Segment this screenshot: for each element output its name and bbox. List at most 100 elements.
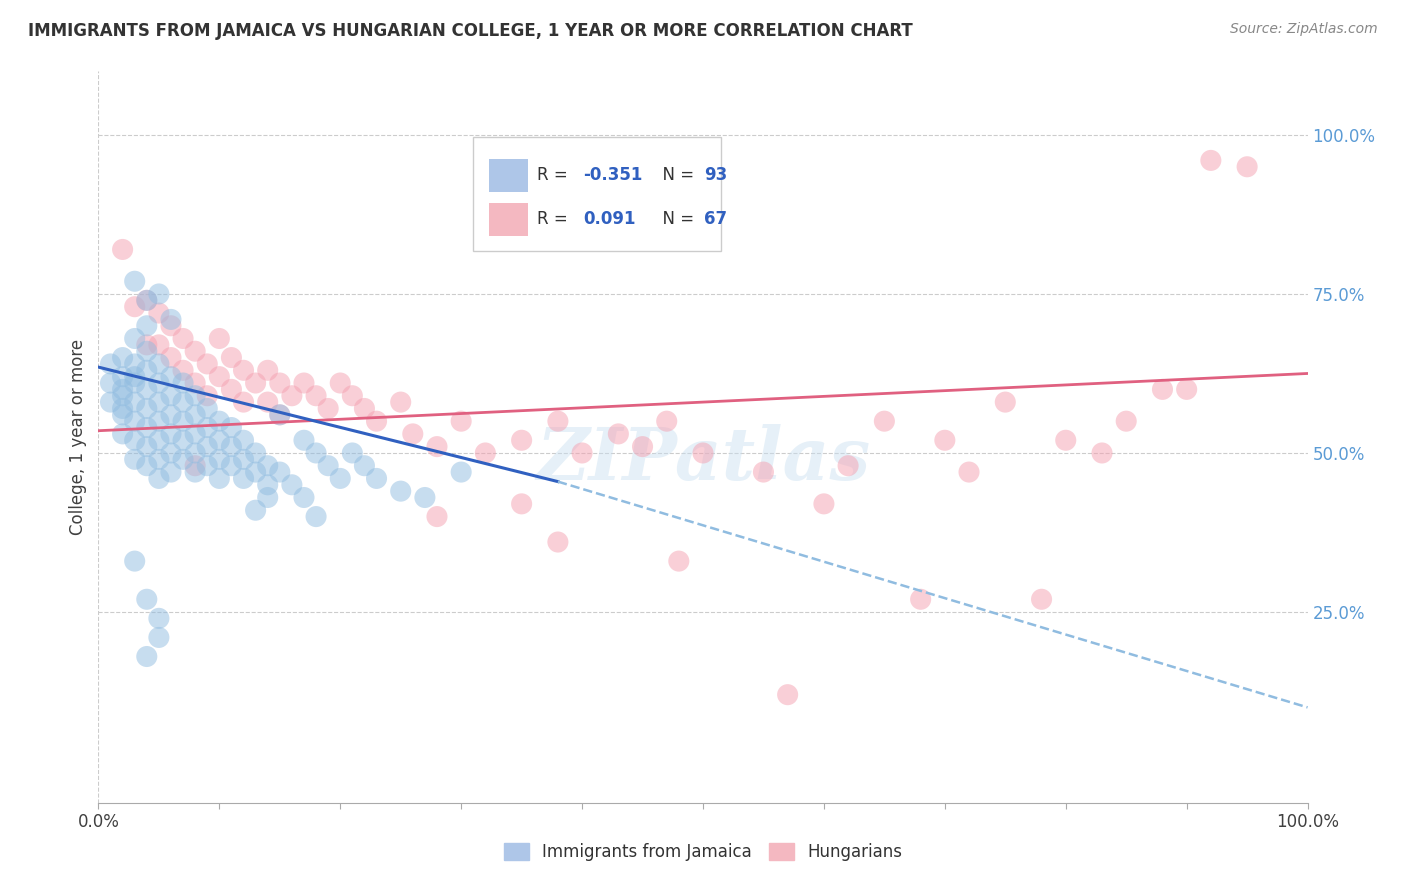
Point [172,363,194,377]
Text: ZIPatlas: ZIPatlas [536,424,870,494]
Point [160,351,183,365]
Point [184,458,207,473]
Point [111,383,134,397]
Point [135,338,157,352]
Point [148,414,170,428]
Point [124,331,146,345]
Point [184,389,207,403]
Point [329,471,352,485]
Point [184,465,207,479]
Point [389,484,412,499]
Point [184,426,207,441]
Point [752,465,775,479]
Point [245,503,267,517]
Point [256,477,278,491]
Text: 67: 67 [704,211,727,228]
Point [474,446,496,460]
Point [208,452,231,467]
Point [148,287,170,301]
Point [329,376,352,390]
Y-axis label: College, 1 year or more: College, 1 year or more [69,339,87,535]
Point [135,458,157,473]
Point [148,631,170,645]
Point [1031,592,1053,607]
Point [148,338,170,352]
Point [571,446,593,460]
Point [100,395,122,409]
Point [873,414,896,428]
Point [655,414,678,428]
Point [256,363,278,377]
Point [124,395,146,409]
Point [160,389,183,403]
Point [135,649,157,664]
Point [208,414,231,428]
Point [135,344,157,359]
Point [172,395,194,409]
Point [366,414,388,428]
Point [111,243,134,257]
Point [148,434,170,448]
Text: IMMIGRANTS FROM JAMAICA VS HUNGARIAN COLLEGE, 1 YEAR OR MORE CORRELATION CHART: IMMIGRANTS FROM JAMAICA VS HUNGARIAN COL… [28,22,912,40]
Point [195,420,218,434]
Point [111,369,134,384]
Point [172,331,194,345]
Point [1152,383,1174,397]
Point [305,389,328,403]
Point [402,426,425,441]
Point [389,395,412,409]
Point [124,357,146,371]
Legend: Immigrants from Jamaica, Hungarians: Immigrants from Jamaica, Hungarians [498,836,908,868]
Point [269,408,291,422]
Point [269,465,291,479]
Point [450,465,472,479]
Point [124,414,146,428]
Point [221,458,243,473]
Point [256,458,278,473]
Point [281,389,304,403]
Point [135,420,157,434]
Point [195,458,218,473]
Point [837,458,859,473]
Point [1236,160,1258,174]
Point [195,401,218,416]
Point [135,293,157,308]
Point [292,491,315,505]
Point [426,509,449,524]
Point [221,440,243,454]
Point [148,357,170,371]
Point [172,376,194,390]
Point [316,401,339,416]
Point [172,434,194,448]
Point [910,592,932,607]
Point [111,401,134,416]
Point [160,446,183,460]
Text: R =: R = [537,211,574,228]
Point [160,408,183,422]
Text: Source: ZipAtlas.com: Source: ZipAtlas.com [1230,22,1378,37]
Point [316,458,339,473]
Point [135,363,157,377]
Text: N =: N = [652,211,700,228]
Point [124,452,146,467]
Point [184,408,207,422]
Point [934,434,956,448]
Point [172,452,194,467]
Point [342,446,364,460]
Point [124,369,146,384]
Point [111,426,134,441]
FancyBboxPatch shape [489,159,527,192]
Point [111,408,134,422]
Point [353,458,375,473]
Point [547,414,569,428]
Point [813,497,835,511]
Point [256,491,278,505]
Point [124,434,146,448]
Point [426,440,449,454]
Point [292,376,315,390]
Point [232,452,254,467]
Point [413,491,436,505]
Point [342,389,364,403]
Point [305,509,328,524]
Point [160,369,183,384]
